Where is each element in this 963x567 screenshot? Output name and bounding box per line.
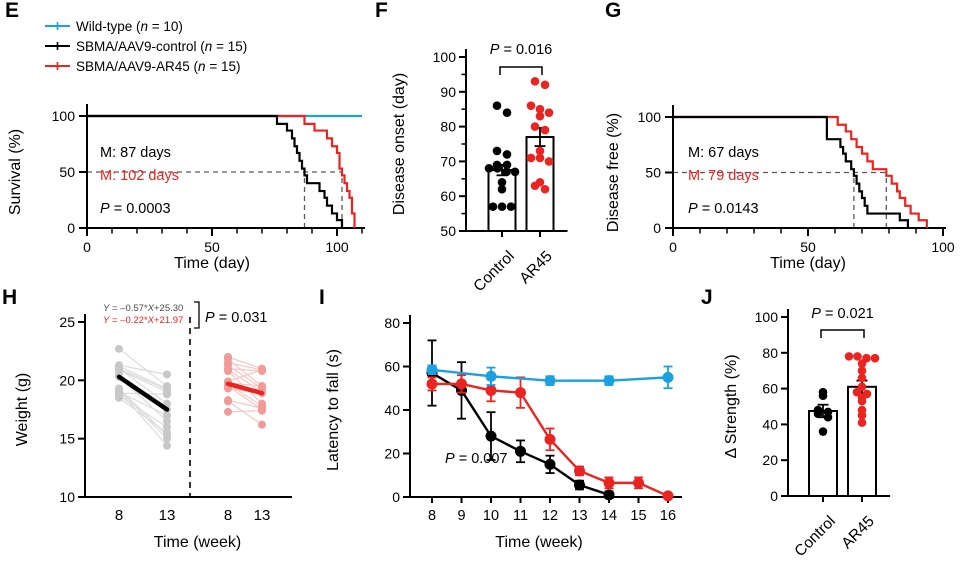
svg-text:Weight (g): Weight (g) xyxy=(14,373,31,447)
svg-text:16: 16 xyxy=(660,508,676,524)
panel-label-I: I xyxy=(319,286,325,309)
svg-text:80: 80 xyxy=(384,315,400,331)
svg-text:10: 10 xyxy=(483,508,499,524)
svg-text:M: 67 days: M: 67 days xyxy=(688,145,759,161)
svg-text:60: 60 xyxy=(762,381,778,397)
svg-text:P = 0.021: P = 0.021 xyxy=(811,306,873,322)
svg-text:100: 100 xyxy=(931,239,955,255)
panel-J-strength-chart: 0 20 40 60 80 100 Control AR45 P = 0.021 Δ Streng… xyxy=(723,306,890,560)
svg-text:8: 8 xyxy=(224,507,232,524)
svg-text:Δ Strength (%): Δ Strength (%) xyxy=(723,354,740,458)
svg-text:P = 0.016: P = 0.016 xyxy=(490,42,552,58)
svg-text:Y = –0.22*X+21.97: Y = –0.22*X+21.97 xyxy=(103,315,183,326)
svg-text:M: 87 days: M: 87 days xyxy=(100,145,171,161)
svg-text:0: 0 xyxy=(392,489,400,505)
svg-text:P = 0.031: P = 0.031 xyxy=(205,310,267,326)
svg-text:90: 90 xyxy=(440,84,456,100)
svg-text:15: 15 xyxy=(630,508,646,524)
svg-text:100: 100 xyxy=(52,108,76,124)
svg-text:100: 100 xyxy=(755,309,779,325)
svg-text:9: 9 xyxy=(457,508,465,524)
svg-text:60: 60 xyxy=(384,359,400,375)
svg-text:P = 0.0143: P = 0.0143 xyxy=(688,201,759,217)
svg-text:Wild-type (n = 10): Wild-type (n = 10) xyxy=(76,19,183,34)
svg-text:50: 50 xyxy=(204,239,220,255)
svg-text:70: 70 xyxy=(440,153,456,169)
panel-E-survival-km-chart: 0 50 100 0 50 100 M: 87 days M: 102 days P = 0.0… xyxy=(7,19,365,272)
svg-text:11: 11 xyxy=(513,508,528,524)
svg-text:Y = –0.57*X+25.30: Y = –0.57*X+25.30 xyxy=(103,303,183,314)
svg-text:Time (day): Time (day) xyxy=(770,255,846,272)
svg-text:Time (day): Time (day) xyxy=(174,255,250,272)
svg-text:50: 50 xyxy=(59,164,75,180)
svg-text:50: 50 xyxy=(800,239,816,255)
svg-text:SBMA/AAV9-AR45 (n = 15): SBMA/AAV9-AR45 (n = 15) xyxy=(76,59,240,74)
svg-text:50: 50 xyxy=(645,165,661,181)
svg-text:20: 20 xyxy=(384,446,400,462)
svg-text:100: 100 xyxy=(325,239,349,255)
svg-text:AR45: AR45 xyxy=(838,513,877,552)
svg-text:Control: Control xyxy=(791,513,838,560)
svg-text:80: 80 xyxy=(440,119,456,135)
svg-text:AR45: AR45 xyxy=(516,248,555,287)
panel-label-E: E xyxy=(5,0,20,22)
svg-text:Disease onset (day): Disease onset (day) xyxy=(391,73,408,215)
svg-text:Latency to fall (s): Latency to fall (s) xyxy=(325,349,342,471)
svg-text:60: 60 xyxy=(440,188,456,204)
svg-text:20: 20 xyxy=(762,452,778,468)
svg-text:8: 8 xyxy=(428,508,436,524)
svg-text:40: 40 xyxy=(384,402,400,418)
panel-H-weight-chart: 10 15 20 25 8 13 8 13 Y = –0.57*X+25.30Y = –0.22… xyxy=(14,301,292,551)
svg-text:14: 14 xyxy=(601,508,617,524)
svg-text:Survival (%): Survival (%) xyxy=(7,129,24,215)
svg-text:100: 100 xyxy=(433,49,457,65)
panel-label-J: J xyxy=(701,286,713,309)
svg-text:12: 12 xyxy=(542,508,558,524)
svg-text:20: 20 xyxy=(59,372,75,388)
svg-text:15: 15 xyxy=(59,431,75,447)
svg-text:P = 0.0003: P = 0.0003 xyxy=(100,201,171,217)
svg-text:Disease free (%): Disease free (%) xyxy=(605,113,622,232)
panel-I-latency-chart: 0 20 40 60 80 8 9 10 11 12 13 14 15 16 P = 0.007 Latenc… xyxy=(325,315,682,551)
svg-text:0: 0 xyxy=(770,488,778,504)
svg-text:13: 13 xyxy=(254,507,271,524)
panel-label-F: F xyxy=(375,0,388,22)
svg-text:100: 100 xyxy=(638,109,662,125)
svg-text:0: 0 xyxy=(653,220,661,236)
svg-text:40: 40 xyxy=(762,416,778,432)
svg-text:10: 10 xyxy=(59,489,75,505)
svg-text:13: 13 xyxy=(571,508,587,524)
svg-text:0: 0 xyxy=(83,239,91,255)
svg-text:Time (week): Time (week) xyxy=(495,534,582,551)
panel-G-disease-free-km-chart: 0 50 100 0 50 100 M: 67 days M: 79 days P = 0.01… xyxy=(605,105,955,272)
svg-text:80: 80 xyxy=(762,345,778,361)
panel-label-H: H xyxy=(2,286,18,309)
svg-text:SBMA/AAV9-control (n = 15): SBMA/AAV9-control (n = 15) xyxy=(76,39,247,54)
svg-text:8: 8 xyxy=(115,507,123,524)
svg-text:P = 0.007: P = 0.007 xyxy=(445,451,507,467)
svg-text:M: 79 days: M: 79 days xyxy=(688,168,759,184)
svg-text:50: 50 xyxy=(440,223,456,239)
svg-text:0: 0 xyxy=(669,239,677,255)
svg-text:M: 102 days: M: 102 days xyxy=(100,168,179,184)
svg-text:0: 0 xyxy=(67,220,75,236)
svg-text:13: 13 xyxy=(159,507,176,524)
svg-text:25: 25 xyxy=(59,314,75,330)
svg-text:Time (week): Time (week) xyxy=(154,534,241,551)
panel-label-G: G xyxy=(605,0,622,22)
